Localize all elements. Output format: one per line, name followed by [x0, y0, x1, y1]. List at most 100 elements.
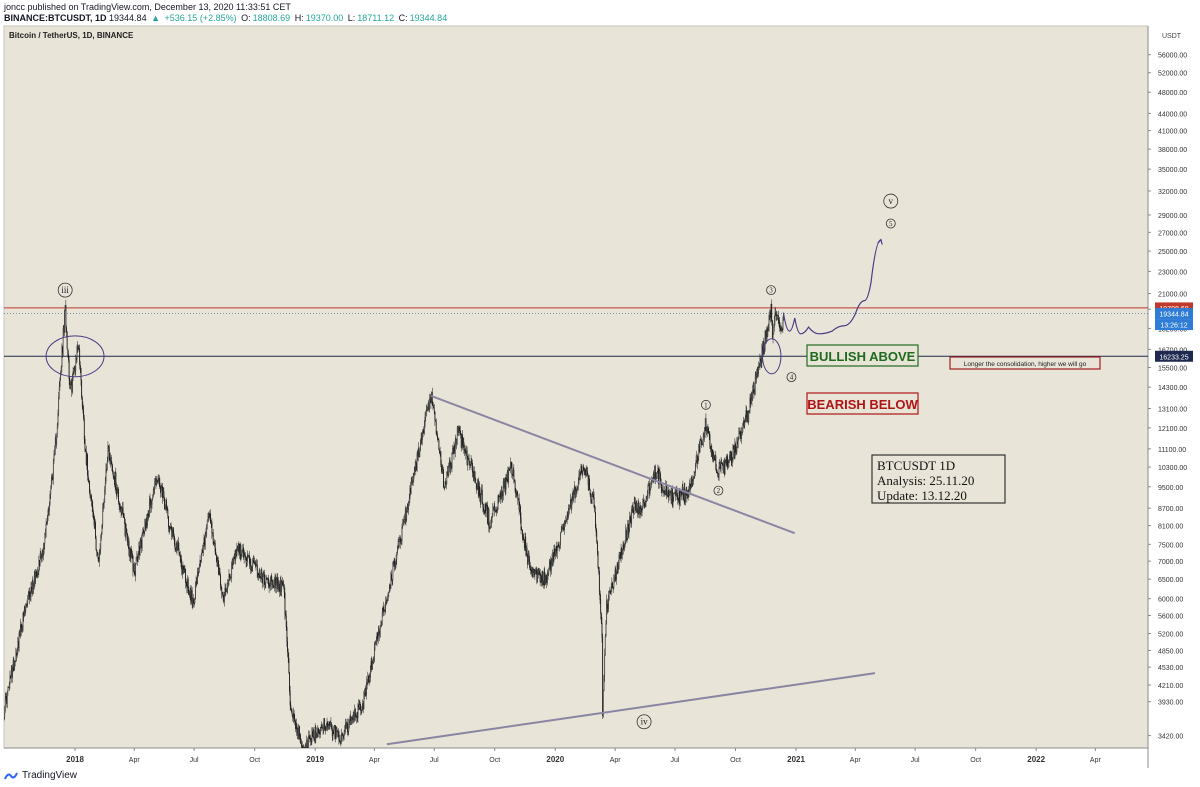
candle-body	[422, 429, 424, 437]
candle-body	[540, 575, 542, 582]
candle-body	[321, 726, 323, 729]
candle-body	[545, 578, 546, 585]
candle-body	[213, 542, 215, 544]
candle-body	[366, 682, 367, 696]
candle-body	[308, 735, 310, 748]
candle-body	[154, 483, 156, 490]
candle-body	[743, 420, 745, 426]
candle-body	[722, 463, 724, 471]
candle-body	[735, 443, 736, 453]
y-tick-label: 7500.00	[1158, 542, 1183, 549]
candle-body	[547, 572, 549, 574]
candle-body	[417, 453, 419, 457]
candle-body	[31, 587, 33, 592]
candle-body	[383, 607, 385, 611]
candle-body	[53, 453, 55, 462]
candle-body	[209, 513, 211, 519]
candle-body	[752, 382, 754, 391]
candle-body	[626, 537, 628, 541]
candle-body	[512, 474, 513, 476]
candle-body	[604, 654, 606, 676]
candle-body	[260, 576, 262, 579]
candle-body	[368, 676, 369, 683]
candle-body	[523, 539, 525, 541]
candle-body	[691, 476, 692, 488]
candle-body	[746, 410, 748, 419]
candle-body	[659, 470, 661, 475]
y-tick-label: 44000.00	[1158, 111, 1187, 118]
candle-body	[207, 516, 209, 521]
candle-body	[147, 514, 148, 526]
candle-body	[52, 460, 54, 480]
candle-body	[591, 493, 593, 504]
candle-body	[420, 439, 421, 452]
candle-body	[195, 581, 197, 587]
candle-body	[483, 510, 485, 514]
candle-body	[363, 695, 365, 710]
candle-body	[147, 514, 149, 516]
candle-body	[143, 531, 145, 534]
candle-body	[174, 543, 176, 549]
analysis-info-line: BTCUSDT 1D	[877, 458, 955, 473]
candle-body	[139, 542, 141, 555]
candle-body	[377, 630, 379, 639]
price-chart[interactable]: Bitcoin / TetherUS, 1D, BINANCE USDT 3420.…	[0, 24, 1200, 768]
candle-body	[175, 548, 177, 551]
candle-body	[262, 571, 264, 584]
candle-body	[574, 486, 576, 498]
candle-body	[443, 486, 445, 488]
candle-body	[580, 465, 582, 476]
x-tick-label: Apr	[610, 757, 622, 764]
candle-body	[258, 569, 260, 576]
candle-body	[216, 554, 217, 562]
candle-body	[698, 445, 700, 458]
open-value: 18808.69	[252, 13, 291, 23]
candle-body	[557, 543, 559, 549]
candle-body	[289, 672, 290, 692]
candle-body	[386, 600, 388, 603]
candle-body	[94, 521, 96, 525]
candle-body	[45, 523, 47, 535]
candle-body	[173, 532, 175, 537]
candle-body	[416, 462, 417, 471]
candle-body	[508, 468, 510, 470]
candle-body	[441, 464, 442, 472]
candle-body	[502, 495, 504, 498]
candle-body	[16, 652, 18, 656]
candle-body	[642, 499, 644, 509]
candle-body	[245, 555, 246, 558]
candle-body	[553, 548, 555, 561]
candle-body	[57, 413, 59, 426]
candle-body	[25, 603, 27, 607]
candle-body	[398, 539, 400, 542]
candle-body	[252, 559, 254, 563]
candle-body	[504, 479, 506, 488]
candle-body	[424, 416, 426, 427]
candle-body	[771, 320, 773, 339]
candle-body	[629, 516, 631, 518]
candle-body	[339, 739, 340, 743]
candle-body	[367, 676, 369, 684]
candle-body	[329, 721, 331, 727]
candle-body	[671, 488, 673, 501]
candle-body	[34, 575, 36, 584]
candle-body	[698, 445, 700, 453]
candle-body	[727, 456, 729, 469]
candle-body	[423, 426, 425, 433]
candle-body	[637, 510, 638, 514]
wave-label-text: v	[889, 196, 894, 206]
candle-body	[327, 725, 329, 728]
candle-body	[121, 507, 123, 513]
candle-body	[150, 499, 152, 508]
candle-body	[201, 550, 203, 554]
candle-body	[255, 564, 257, 566]
candle-body	[406, 507, 408, 512]
candle-body	[757, 370, 759, 375]
candle-body	[641, 508, 642, 513]
candle-body	[444, 486, 446, 488]
candle-body	[538, 570, 540, 575]
candle-body	[706, 428, 708, 432]
candle-body	[408, 501, 410, 510]
candle-body	[20, 624, 22, 628]
candle-body	[352, 717, 354, 720]
